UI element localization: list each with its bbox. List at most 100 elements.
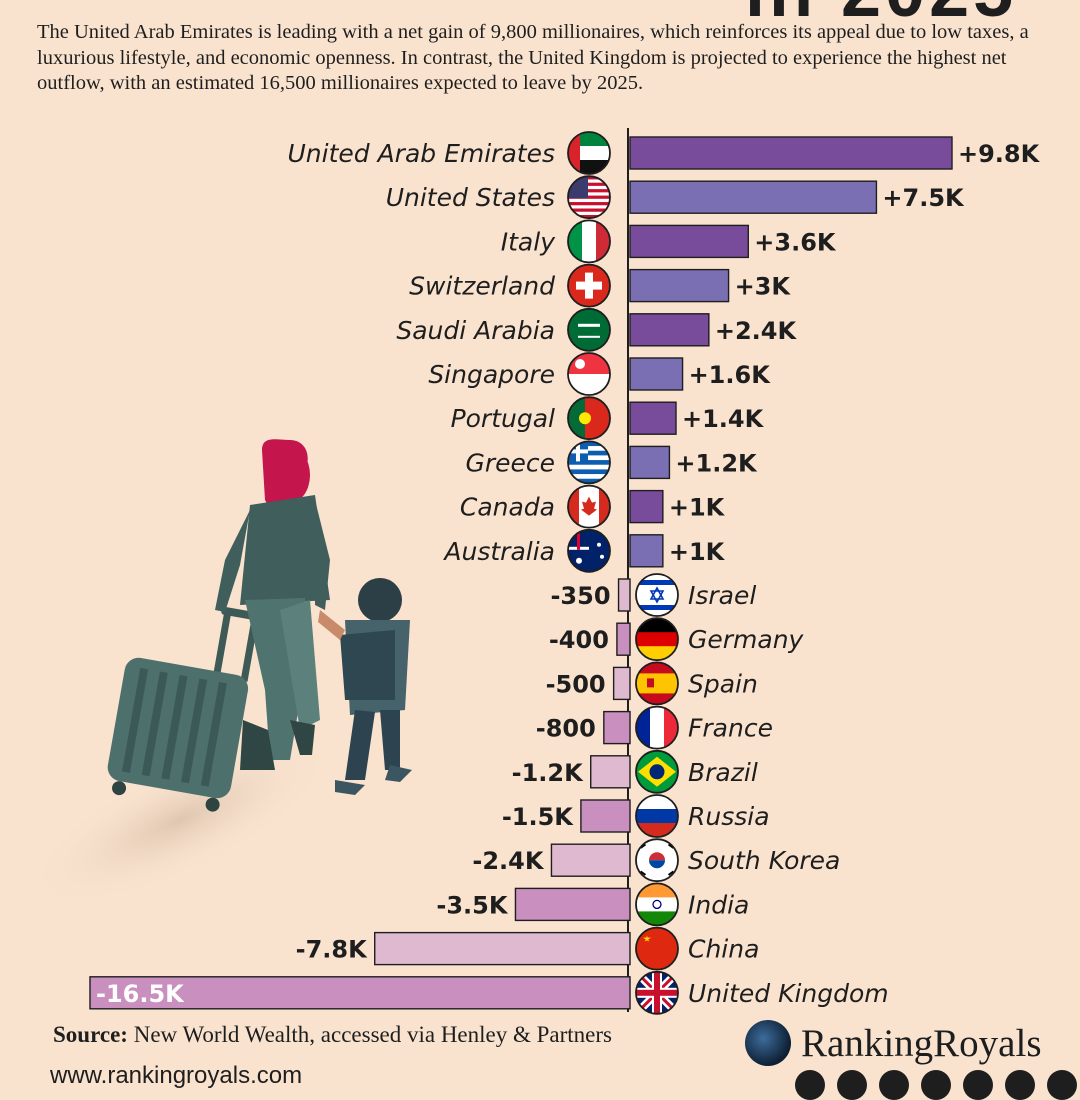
- traveler-with-child-and-suitcase-illustration: [24, 439, 412, 908]
- bar: [629, 534, 664, 568]
- bar: [629, 401, 677, 435]
- value-label: +1.2K: [675, 449, 758, 477]
- country-label: France: [688, 714, 773, 743]
- source-text: New World Wealth, accessed via Henley & …: [133, 1022, 612, 1047]
- country-label: Russia: [688, 802, 770, 831]
- bar-row: Italy +3.6K: [501, 219, 837, 264]
- value-label: -400: [549, 626, 609, 654]
- flag-portugal-icon: [567, 396, 611, 441]
- flag-germany-icon: [635, 617, 679, 662]
- country-label: Australia: [442, 537, 555, 566]
- website-link[interactable]: www.rankingroyals.com: [50, 1062, 303, 1089]
- value-label: +3.6K: [754, 228, 837, 256]
- source-line: Source: New World Wealth, accessed via H…: [53, 1022, 612, 1048]
- intro-paragraph: The United Arab Emirates is leading with…: [37, 21, 1029, 94]
- country-label: United Arab Emirates: [287, 139, 555, 168]
- bar: [629, 136, 953, 170]
- flag-italy-icon: [567, 219, 611, 264]
- country-label: United States: [386, 183, 555, 212]
- flag-uk-icon: [635, 970, 679, 1015]
- value-label: +1K: [669, 494, 726, 522]
- flag-singapore-icon: [567, 352, 611, 396]
- bar-row: United Arab Emirates +9.8K: [287, 131, 1041, 175]
- value-label: +7.5K: [882, 184, 965, 212]
- flag-russia-icon: [635, 794, 679, 838]
- country-label: Israel: [688, 581, 756, 610]
- country-label: Portugal: [451, 404, 555, 433]
- value-label: -7.8K: [296, 936, 368, 964]
- bar-row: Spain -500: [546, 661, 758, 706]
- bar: [629, 313, 710, 347]
- country-label: Spain: [688, 669, 758, 698]
- bar: [374, 931, 631, 966]
- social-icon[interactable]: [1005, 1070, 1035, 1100]
- bar-row: Germany -400: [549, 617, 805, 662]
- bar-row: United States +7.5K: [386, 175, 965, 220]
- flag-france-icon: [635, 705, 679, 750]
- bar: [629, 180, 878, 214]
- country-label: Saudi Arabia: [396, 316, 555, 345]
- bar: [629, 489, 664, 524]
- bar-row: Australia +1K: [442, 528, 726, 573]
- bar: [550, 843, 631, 877]
- bar: [629, 268, 730, 303]
- country-label: Canada: [460, 493, 555, 522]
- bar-row: United Kingdom -16.5K: [89, 970, 889, 1015]
- brand-name: RankingRoyals: [801, 1021, 1042, 1065]
- flag-usa-icon: [567, 175, 611, 220]
- chart: United Arab Emirates +9.8K United States +7…: [24, 128, 1041, 1015]
- social-icon[interactable]: [921, 1070, 951, 1100]
- country-label: Singapore: [428, 360, 555, 389]
- flag-uae-icon: [567, 131, 611, 175]
- bar-row: Canada +1K: [460, 484, 726, 529]
- flag-spain-icon: [635, 661, 679, 706]
- country-label: Brazil: [688, 758, 758, 787]
- value-label: -2.4K: [472, 847, 544, 875]
- flag-saudi-arabia-icon: [567, 307, 611, 352]
- social-icon[interactable]: [1047, 1070, 1077, 1100]
- country-label: United Kingdom: [688, 979, 889, 1008]
- value-label: +1K: [669, 538, 726, 566]
- page-title-fragment: in 2025: [745, 0, 1017, 28]
- social-icon[interactable]: [837, 1070, 867, 1100]
- value-label: +9.8K: [958, 140, 1041, 168]
- value-label: -350: [550, 582, 610, 610]
- bar: [580, 799, 631, 833]
- rankingroyals-logo-icon: [745, 1020, 791, 1066]
- value-label: -1.2K: [512, 759, 584, 787]
- flag-australia-icon: [567, 528, 611, 573]
- value-label: +2.4K: [715, 317, 798, 345]
- value-label: -800: [536, 715, 596, 743]
- bar: [629, 357, 684, 391]
- country-label: Germany: [688, 625, 805, 654]
- bar-row: Russia -1.5K: [502, 794, 770, 838]
- social-icon[interactable]: [795, 1070, 825, 1100]
- bar: [617, 578, 631, 612]
- bar-row: South Korea -2.4K: [472, 838, 840, 883]
- country-label: Switzerland: [409, 272, 555, 301]
- value-label: -1.5K: [502, 803, 574, 831]
- flag-india-icon: [635, 882, 679, 927]
- value-label: -500: [546, 670, 606, 698]
- country-label: Greece: [465, 448, 555, 477]
- flag-brazil-icon: [635, 749, 679, 794]
- bar: [514, 887, 631, 922]
- social-icons-row: [795, 1070, 1080, 1100]
- bar-row: Greece +1.2K: [465, 440, 758, 485]
- bar: [590, 755, 631, 789]
- bar-row: Portugal +1.4K: [451, 396, 765, 441]
- flag-israel-icon: [635, 573, 679, 617]
- country-label: Italy: [501, 227, 556, 256]
- country-label: South Korea: [688, 846, 840, 875]
- value-label: -3.5K: [436, 891, 508, 919]
- flag-greece-icon: [567, 440, 611, 485]
- social-icon[interactable]: [963, 1070, 993, 1100]
- bar-row: Brazil -1.2K: [512, 749, 758, 794]
- social-icon[interactable]: [879, 1070, 909, 1100]
- bar-row: China -7.8K: [296, 926, 759, 971]
- bar: [629, 224, 749, 259]
- bar-row: Saudi Arabia +2.4K: [396, 307, 798, 352]
- value-label: +3K: [735, 273, 792, 301]
- flag-china-icon: [635, 926, 679, 971]
- flag-south-korea-icon: [635, 838, 679, 883]
